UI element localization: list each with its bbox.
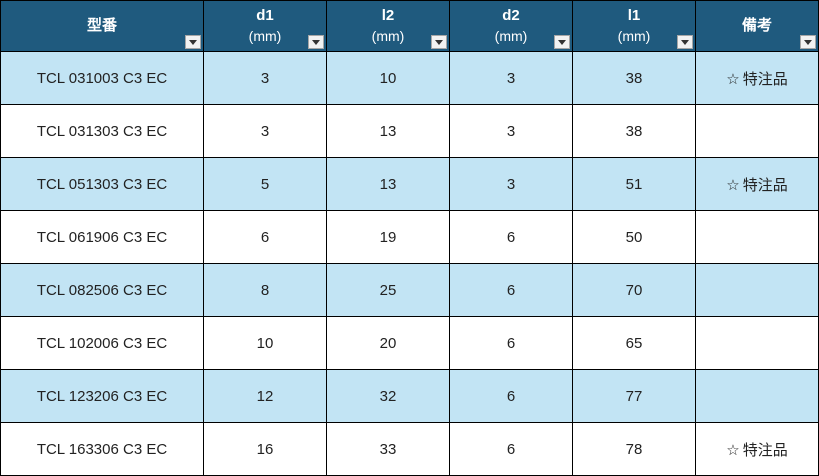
cell-d2[interactable]: 6 (449, 316, 573, 370)
cell-l1[interactable]: 51 (572, 157, 696, 211)
header-row: 型番 d1 (mm) l2 (mm) d2 ( (0, 0, 819, 52)
cell-model[interactable]: TCL 061906 C3 EC (0, 210, 204, 264)
table-row: TCL 082506 C3 EC 8 25 6 70 (0, 263, 819, 317)
star-icon: ☆ (726, 440, 740, 459)
cell-d1[interactable]: 16 (203, 422, 327, 476)
cell-l2[interactable]: 32 (326, 369, 450, 423)
header-label: l1 (627, 7, 641, 24)
cell-d1[interactable]: 3 (203, 104, 327, 158)
cell-d1[interactable]: 3 (203, 51, 327, 105)
header-unit: (mm) (617, 28, 651, 44)
header-label: l2 (381, 7, 395, 24)
cell-l2[interactable]: 33 (326, 422, 450, 476)
chevron-down-icon (804, 39, 812, 45)
header-label: 備考 (741, 17, 772, 34)
cell-model[interactable]: TCL 082506 C3 EC (0, 263, 204, 317)
table-row: TCL 031303 C3 EC 3 13 3 38 (0, 104, 819, 158)
chevron-down-icon (558, 39, 566, 45)
cell-l2[interactable]: 20 (326, 316, 450, 370)
chevron-down-icon (435, 39, 443, 45)
filter-dropdown-button[interactable] (677, 35, 693, 49)
filter-dropdown-button[interactable] (185, 35, 201, 49)
cell-model[interactable]: TCL 031303 C3 EC (0, 104, 204, 158)
header-l1: l1 (mm) (572, 0, 696, 52)
cell-d2[interactable]: 3 (449, 51, 573, 105)
cell-d1[interactable]: 10 (203, 316, 327, 370)
cell-model[interactable]: TCL 051303 C3 EC (0, 157, 204, 211)
cell-model[interactable]: TCL 031003 C3 EC (0, 51, 204, 105)
cell-d1[interactable]: 12 (203, 369, 327, 423)
note-text: 特注品 (742, 441, 788, 459)
header-d1: d1 (mm) (203, 0, 327, 52)
table-row: TCL 031003 C3 EC 3 10 3 38 ☆ 特注品 (0, 51, 819, 105)
header-l2: l2 (mm) (326, 0, 450, 52)
cell-note[interactable]: ☆ 特注品 (695, 51, 819, 105)
cell-d2[interactable]: 6 (449, 369, 573, 423)
cell-note[interactable] (695, 210, 819, 264)
cell-d2[interactable]: 6 (449, 263, 573, 317)
cell-l1[interactable]: 77 (572, 369, 696, 423)
cell-l2[interactable]: 13 (326, 104, 450, 158)
table-row: TCL 102006 C3 EC 10 20 6 65 (0, 316, 819, 370)
note-text: 特注品 (742, 176, 788, 194)
cell-l2[interactable]: 25 (326, 263, 450, 317)
cell-model[interactable]: TCL 102006 C3 EC (0, 316, 204, 370)
chevron-down-icon (312, 39, 320, 45)
header-d2: d2 (mm) (449, 0, 573, 52)
cell-l1[interactable]: 38 (572, 51, 696, 105)
filter-dropdown-button[interactable] (431, 35, 447, 49)
filter-dropdown-button[interactable] (800, 35, 816, 49)
cell-d1[interactable]: 5 (203, 157, 327, 211)
header-label: d1 (256, 7, 274, 24)
cell-d2[interactable]: 3 (449, 104, 573, 158)
header-unit: (mm) (494, 28, 528, 44)
cell-d2[interactable]: 3 (449, 157, 573, 211)
chevron-down-icon (681, 39, 689, 45)
header-label: d2 (502, 7, 520, 24)
note-text: 特注品 (742, 70, 788, 88)
cell-d2[interactable]: 6 (449, 422, 573, 476)
cell-d1[interactable]: 6 (203, 210, 327, 264)
cell-model[interactable]: TCL 163306 C3 EC (0, 422, 204, 476)
cell-l1[interactable]: 38 (572, 104, 696, 158)
table-row: TCL 123206 C3 EC 12 32 6 77 (0, 369, 819, 423)
header-model: 型番 (0, 0, 204, 52)
cell-model[interactable]: TCL 123206 C3 EC (0, 369, 204, 423)
cell-d2[interactable]: 6 (449, 210, 573, 264)
header-label: 型番 (86, 17, 117, 34)
table-row: TCL 163306 C3 EC 16 33 6 78 ☆ 特注品 (0, 422, 819, 476)
cell-note[interactable] (695, 316, 819, 370)
cell-note[interactable]: ☆ 特注品 (695, 157, 819, 211)
cell-l1[interactable]: 78 (572, 422, 696, 476)
star-icon: ☆ (726, 69, 740, 88)
cell-note[interactable] (695, 369, 819, 423)
table-row: TCL 051303 C3 EC 5 13 3 51 ☆ 特注品 (0, 157, 819, 211)
cell-l2[interactable]: 19 (326, 210, 450, 264)
table-row: TCL 061906 C3 EC 6 19 6 50 (0, 210, 819, 264)
cell-l2[interactable]: 10 (326, 51, 450, 105)
filter-dropdown-button[interactable] (554, 35, 570, 49)
cell-note[interactable] (695, 104, 819, 158)
header-note: 備考 (695, 0, 819, 52)
cell-note[interactable]: ☆ 特注品 (695, 422, 819, 476)
cell-l1[interactable]: 70 (572, 263, 696, 317)
star-icon: ☆ (726, 175, 740, 194)
cell-note[interactable] (695, 263, 819, 317)
header-unit: (mm) (371, 28, 405, 44)
cell-l2[interactable]: 13 (326, 157, 450, 211)
filter-dropdown-button[interactable] (308, 35, 324, 49)
cell-l1[interactable]: 50 (572, 210, 696, 264)
cell-l1[interactable]: 65 (572, 316, 696, 370)
chevron-down-icon (189, 39, 197, 45)
header-unit: (mm) (248, 28, 282, 44)
cell-d1[interactable]: 8 (203, 263, 327, 317)
